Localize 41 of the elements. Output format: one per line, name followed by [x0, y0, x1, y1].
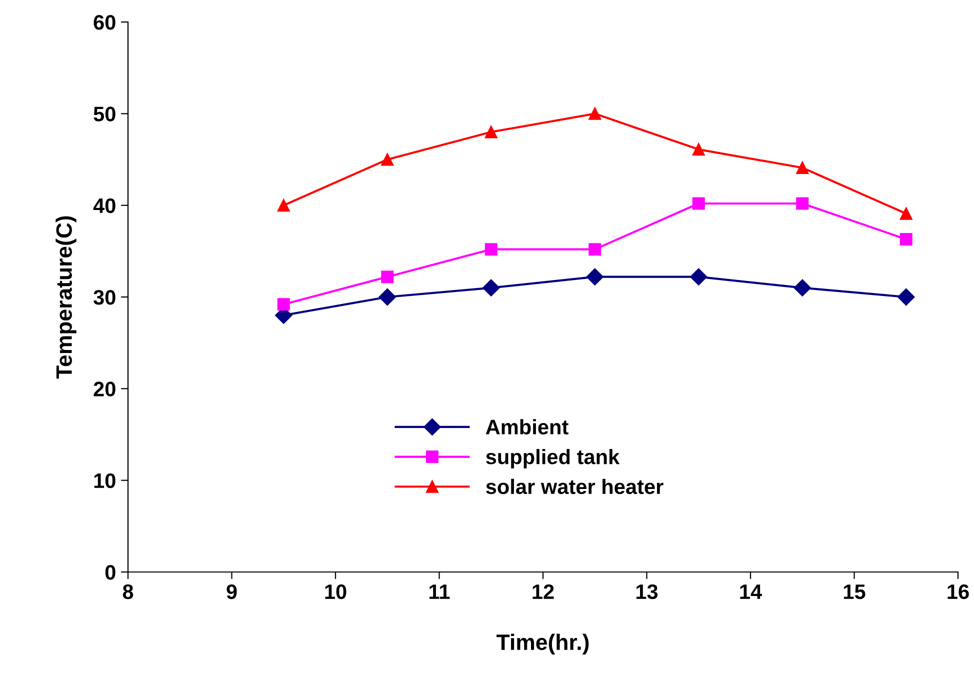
- x-tick-label: 15: [844, 584, 866, 600]
- point: [381, 270, 394, 284]
- y-tick-label: 60: [94, 15, 116, 30]
- point: [484, 126, 498, 138]
- point: [588, 243, 602, 256]
- y-tick-label: 50: [94, 106, 116, 122]
- y-tick-label: 40: [93, 198, 116, 214]
- point: [692, 197, 705, 210]
- point: [692, 143, 705, 156]
- y-tick-label: 10: [94, 473, 116, 488]
- y-tick-label: 0: [105, 565, 116, 580]
- point: [277, 199, 290, 212]
- y-tick-label: 30: [94, 290, 116, 305]
- point: [796, 162, 809, 174]
- point: [900, 233, 912, 246]
- x-tick-label: 11: [430, 584, 450, 599]
- point: [482, 279, 500, 296]
- point: [277, 298, 290, 311]
- legend-label: solar water heater: [486, 478, 664, 494]
- x-tick-label: 14: [740, 584, 762, 599]
- point: [586, 268, 604, 286]
- point: [898, 288, 915, 306]
- x-tick-label: 8: [122, 584, 134, 600]
- x-axis-title: Time(hr.): [496, 634, 589, 654]
- y-axis-title: Temperature(C): [56, 216, 76, 379]
- x-tick-label: 13: [636, 584, 658, 600]
- point: [900, 207, 912, 220]
- point: [588, 107, 602, 120]
- point: [381, 153, 394, 166]
- point: [378, 288, 396, 306]
- point: [794, 279, 811, 296]
- x-tick-label: 12: [532, 584, 554, 599]
- legend-label: supplied tank: [486, 448, 620, 468]
- x-tick-label: 9: [226, 584, 237, 600]
- legend-label: Ambient: [486, 419, 568, 434]
- x-tick-label: 10: [325, 584, 346, 600]
- point: [484, 243, 498, 256]
- y-tick-label: 20: [94, 382, 116, 396]
- point: [690, 268, 708, 286]
- x-tick-label: 16: [948, 584, 969, 600]
- point: [796, 197, 809, 210]
